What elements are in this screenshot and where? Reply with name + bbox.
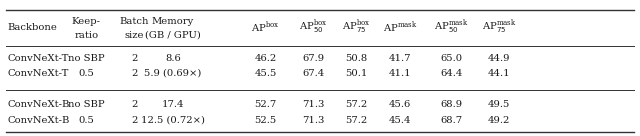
Text: ConvNeXt-B: ConvNeXt-B [8, 116, 70, 125]
Text: no SBP: no SBP [68, 54, 105, 63]
Text: 67.4: 67.4 [303, 69, 324, 78]
Text: ConvNeXt-T: ConvNeXt-T [8, 69, 69, 78]
Text: ConvNeXt-T: ConvNeXt-T [8, 54, 69, 63]
Text: 44.9: 44.9 [488, 54, 511, 63]
Text: AP$^{\mathregular{mask}}_{50}$: AP$^{\mathregular{mask}}_{50}$ [434, 18, 468, 36]
Text: 2: 2 [131, 116, 138, 125]
Text: Backbone: Backbone [8, 23, 58, 32]
Text: 52.5: 52.5 [255, 116, 276, 125]
Text: 64.4: 64.4 [440, 69, 462, 78]
Text: (GB / GPU): (GB / GPU) [145, 31, 201, 40]
Text: 45.6: 45.6 [389, 100, 411, 109]
Text: Keep-: Keep- [72, 17, 101, 26]
Text: ratio: ratio [74, 31, 99, 40]
Text: 71.3: 71.3 [303, 116, 324, 125]
Text: 17.4: 17.4 [161, 100, 184, 109]
Text: 57.2: 57.2 [346, 100, 367, 109]
Text: ConvNeXt-B: ConvNeXt-B [8, 100, 70, 109]
Text: 46.2: 46.2 [255, 54, 276, 63]
Text: 44.1: 44.1 [488, 69, 511, 78]
Text: 2: 2 [131, 54, 138, 63]
Text: 0.5: 0.5 [79, 116, 94, 125]
Text: 0.5: 0.5 [79, 69, 94, 78]
Text: Memory: Memory [152, 17, 194, 26]
Text: size: size [125, 31, 144, 40]
Text: AP$^{\mathregular{box}}_{50}$: AP$^{\mathregular{box}}_{50}$ [300, 18, 328, 36]
Text: Batch: Batch [120, 17, 149, 26]
Text: AP$^{\mathregular{box}}$: AP$^{\mathregular{box}}$ [252, 20, 280, 35]
Text: 65.0: 65.0 [440, 54, 462, 63]
Text: 57.2: 57.2 [346, 116, 367, 125]
Text: 2: 2 [131, 100, 138, 109]
Text: 52.7: 52.7 [255, 100, 276, 109]
Text: 2: 2 [131, 69, 138, 78]
Text: 50.8: 50.8 [346, 54, 367, 63]
Text: 8.6: 8.6 [165, 54, 180, 63]
Text: 68.9: 68.9 [440, 100, 462, 109]
Text: 49.5: 49.5 [488, 100, 510, 109]
Text: 49.2: 49.2 [488, 116, 510, 125]
Text: 67.9: 67.9 [303, 54, 324, 63]
Text: 41.1: 41.1 [388, 69, 412, 78]
Text: 68.7: 68.7 [440, 116, 462, 125]
Text: AP$^{\mathregular{box}}_{75}$: AP$^{\mathregular{box}}_{75}$ [342, 18, 371, 36]
Text: AP$^{\mathregular{mask}}$: AP$^{\mathregular{mask}}$ [383, 20, 417, 35]
Text: 5.9 (0.69×): 5.9 (0.69×) [144, 69, 202, 78]
Text: 50.1: 50.1 [346, 69, 367, 78]
Text: AP$^{\mathregular{mask}}_{75}$: AP$^{\mathregular{mask}}_{75}$ [482, 18, 516, 36]
Text: 45.4: 45.4 [388, 116, 412, 125]
Text: 12.5 (0.72×): 12.5 (0.72×) [141, 116, 205, 125]
Text: 45.5: 45.5 [255, 69, 276, 78]
Text: 41.7: 41.7 [388, 54, 412, 63]
Text: no SBP: no SBP [68, 100, 105, 109]
Text: 71.3: 71.3 [303, 100, 324, 109]
